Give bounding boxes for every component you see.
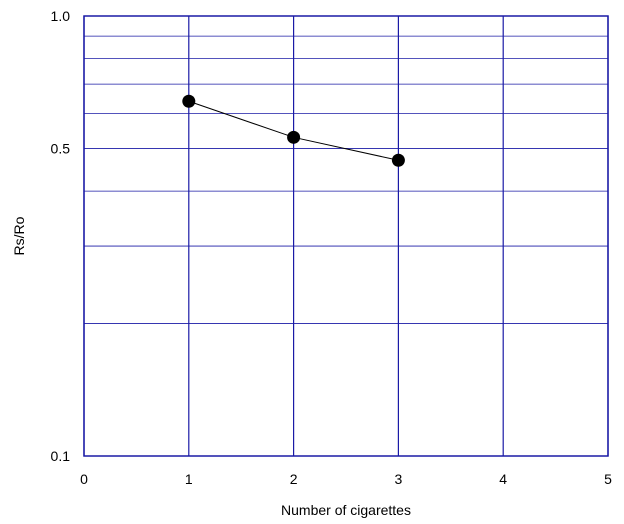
- x-tick-label: 0: [80, 471, 88, 487]
- y-tick-label: 0.5: [51, 140, 71, 156]
- y-axis-title: Rs/Ro: [11, 216, 27, 255]
- x-tick-labels: 0 1 2 3 4 5: [80, 471, 612, 487]
- x-tick-label: 2: [290, 471, 298, 487]
- x-tick-label: 3: [395, 471, 403, 487]
- data-point: [391, 153, 405, 167]
- x-tick-label: 1: [185, 471, 193, 487]
- x-tick-label: 4: [499, 471, 507, 487]
- series-layer: [182, 94, 405, 167]
- data-point: [287, 130, 301, 144]
- data-point: [182, 94, 196, 108]
- plot-frame: [83, 15, 609, 457]
- y-tick-label: 0.1: [51, 448, 71, 464]
- grid: [83, 15, 609, 457]
- y-tick-label: 1.0: [51, 8, 71, 24]
- y-tick-labels: 1.0 0.5 0.1: [51, 8, 71, 464]
- x-tick-label: 5: [604, 471, 612, 487]
- x-axis-title: Number of cigarettes: [281, 502, 411, 518]
